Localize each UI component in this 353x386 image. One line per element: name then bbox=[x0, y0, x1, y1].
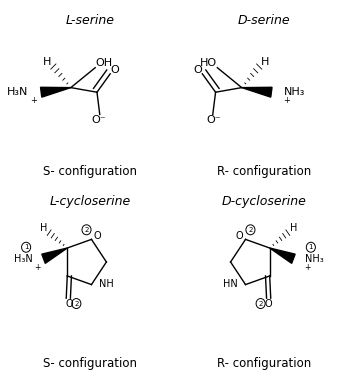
Text: 2: 2 bbox=[74, 301, 78, 306]
Text: R- configuration: R- configuration bbox=[217, 166, 312, 178]
Polygon shape bbox=[42, 248, 67, 263]
Text: H: H bbox=[261, 57, 270, 66]
Text: H: H bbox=[290, 223, 297, 233]
Text: O: O bbox=[235, 230, 243, 240]
Text: O⁻: O⁻ bbox=[92, 115, 106, 125]
Text: 2: 2 bbox=[258, 301, 263, 306]
Text: H₃N: H₃N bbox=[14, 254, 32, 264]
Text: HN: HN bbox=[223, 279, 238, 289]
Text: O: O bbox=[264, 298, 272, 308]
Text: O: O bbox=[193, 65, 202, 75]
Text: +: + bbox=[304, 263, 311, 272]
Text: H: H bbox=[40, 223, 47, 233]
Text: 1: 1 bbox=[24, 244, 28, 250]
Text: D-cycloserine: D-cycloserine bbox=[222, 195, 307, 208]
Text: NH: NH bbox=[99, 279, 114, 289]
Polygon shape bbox=[41, 87, 71, 97]
Text: O: O bbox=[65, 298, 73, 308]
Text: +: + bbox=[30, 96, 37, 105]
Text: OH: OH bbox=[95, 58, 113, 68]
Text: H₃N: H₃N bbox=[7, 87, 28, 97]
Text: L-serine: L-serine bbox=[66, 14, 114, 27]
Text: L-cycloserine: L-cycloserine bbox=[49, 195, 131, 208]
Text: 1: 1 bbox=[309, 244, 313, 250]
Text: S- configuration: S- configuration bbox=[43, 357, 137, 370]
Polygon shape bbox=[270, 248, 295, 263]
Text: NH₃: NH₃ bbox=[305, 254, 323, 264]
Text: 2: 2 bbox=[248, 227, 253, 233]
Polygon shape bbox=[242, 87, 272, 97]
Text: O: O bbox=[94, 230, 102, 240]
Text: +: + bbox=[34, 263, 41, 272]
Text: 2: 2 bbox=[84, 227, 89, 233]
Text: S- configuration: S- configuration bbox=[43, 166, 137, 178]
Text: NH₃: NH₃ bbox=[284, 87, 306, 97]
Text: R- configuration: R- configuration bbox=[217, 357, 312, 370]
Text: H: H bbox=[43, 57, 51, 66]
Text: O⁻: O⁻ bbox=[206, 115, 221, 125]
Text: +: + bbox=[284, 96, 291, 105]
Text: HO: HO bbox=[200, 58, 217, 68]
Text: O: O bbox=[111, 65, 119, 75]
Text: D-serine: D-serine bbox=[238, 14, 291, 27]
